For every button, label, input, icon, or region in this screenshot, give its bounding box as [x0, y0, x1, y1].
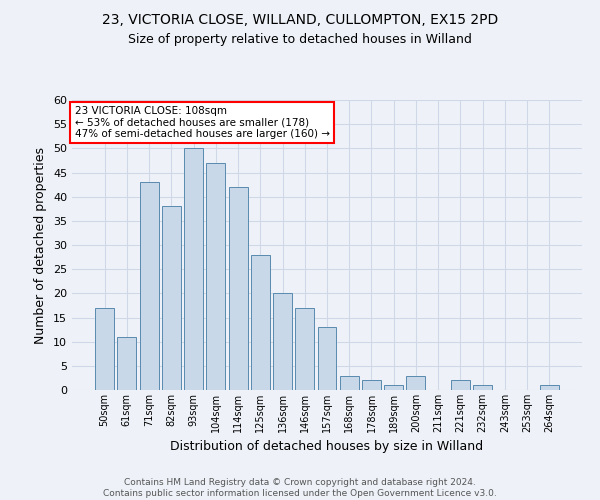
Bar [362, 380, 381, 390]
Text: Size of property relative to detached houses in Willand: Size of property relative to detached ho… [128, 32, 472, 46]
Bar [140, 182, 158, 390]
Bar [184, 148, 203, 390]
Bar [118, 337, 136, 390]
Bar [540, 385, 559, 390]
Bar [229, 187, 248, 390]
Bar [206, 163, 225, 390]
Bar [295, 308, 314, 390]
Bar [317, 327, 337, 390]
Bar [340, 376, 359, 390]
Y-axis label: Number of detached properties: Number of detached properties [34, 146, 47, 344]
Bar [473, 385, 492, 390]
Bar [451, 380, 470, 390]
Bar [95, 308, 114, 390]
Text: 23 VICTORIA CLOSE: 108sqm
← 53% of detached houses are smaller (178)
47% of semi: 23 VICTORIA CLOSE: 108sqm ← 53% of detac… [74, 106, 329, 139]
Text: Contains HM Land Registry data © Crown copyright and database right 2024.
Contai: Contains HM Land Registry data © Crown c… [103, 478, 497, 498]
X-axis label: Distribution of detached houses by size in Willand: Distribution of detached houses by size … [170, 440, 484, 454]
Bar [162, 206, 181, 390]
Bar [251, 254, 270, 390]
Bar [384, 385, 403, 390]
Text: 23, VICTORIA CLOSE, WILLAND, CULLOMPTON, EX15 2PD: 23, VICTORIA CLOSE, WILLAND, CULLOMPTON,… [102, 12, 498, 26]
Bar [273, 294, 292, 390]
Bar [406, 376, 425, 390]
